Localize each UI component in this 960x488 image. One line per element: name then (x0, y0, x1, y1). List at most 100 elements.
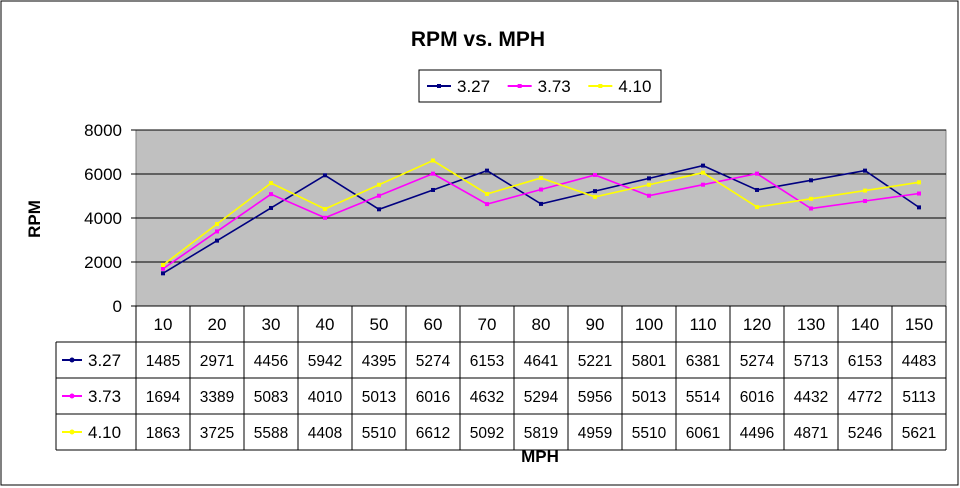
data-point (809, 178, 813, 183)
y-axis-title: RPM (25, 200, 44, 238)
gridlines (136, 129, 946, 263)
y-tick-label: 6000 (84, 165, 122, 184)
data-point (809, 206, 813, 211)
data-point (647, 182, 651, 187)
x-category-label: 150 (905, 315, 933, 334)
data-point (215, 229, 219, 234)
chart-title: RPM vs. MPH (411, 28, 545, 51)
x-category-label: 110 (689, 315, 716, 334)
table-cell-value: 4641 (524, 353, 558, 370)
table-cell-value: 1485 (146, 353, 180, 370)
data-point (755, 205, 759, 210)
table-cell-value: 6381 (686, 353, 720, 370)
table-cell-value: 6061 (686, 425, 720, 442)
table-cell-value: 5942 (308, 353, 342, 370)
table-cell-value: 5801 (632, 353, 666, 370)
table-cell-value: 5713 (794, 353, 828, 370)
table-cell-value: 6153 (848, 353, 882, 370)
table-cell-value: 4408 (308, 425, 342, 442)
data-point (755, 171, 759, 176)
table-cell-value: 4010 (308, 389, 343, 406)
x-category-label: 10 (154, 315, 173, 334)
legend-marker (598, 84, 603, 88)
data-point (215, 222, 219, 227)
x-category-label: 70 (478, 315, 497, 334)
data-point (701, 170, 705, 175)
data-table: 10 20 30 40 50 60 70 80 90 100 110 120 130 140 150 3.27… (55, 305, 947, 451)
table-cell-value: 5013 (362, 389, 396, 406)
legend: 3.27 3.73 4.10 (418, 69, 662, 103)
legend-marker (517, 84, 522, 88)
series-lines (161, 158, 921, 276)
table-cell-value: 4395 (362, 353, 396, 370)
data-point (917, 205, 921, 210)
table-cell-value: 4496 (740, 425, 774, 442)
table-cell-value: 5246 (848, 425, 882, 442)
data-point (323, 207, 327, 212)
data-point (647, 176, 651, 181)
data-point (485, 168, 489, 173)
y-tick-label: 2000 (84, 253, 122, 272)
data-point (593, 194, 597, 199)
table-cell-value: 4456 (254, 353, 288, 370)
x-category-label: 50 (370, 315, 389, 334)
x-category-label: 120 (743, 315, 771, 334)
table-legend-marker (69, 357, 75, 363)
table-series-label: 4.10 (88, 423, 121, 442)
data-point (917, 180, 921, 185)
data-point (485, 202, 489, 207)
x-category-label: 100 (635, 315, 663, 334)
table-cell-value: 5083 (254, 389, 288, 406)
legend-label: 4.10 (618, 77, 651, 96)
table-cell-value: 1694 (146, 389, 181, 406)
data-point (593, 172, 597, 177)
data-point (539, 175, 543, 180)
table-cell-value: 5819 (524, 425, 558, 442)
data-point (539, 187, 543, 192)
y-tick-label: 0 (113, 297, 122, 316)
table-cell-value: 5113 (902, 389, 935, 406)
table-cell-value: 4772 (848, 389, 882, 406)
data-point (431, 158, 435, 163)
data-point (161, 266, 165, 271)
data-point (863, 188, 867, 193)
table-legend-marker (69, 429, 75, 435)
table-cell-value: 2971 (200, 353, 234, 370)
data-point (809, 196, 813, 201)
data-point (215, 238, 219, 243)
data-point (323, 173, 327, 178)
data-point (485, 191, 489, 196)
table-cell-value: 5510 (632, 425, 667, 442)
table-cell-value: 4432 (794, 389, 828, 406)
data-point (323, 215, 327, 220)
table-cell-value: 5956 (578, 389, 612, 406)
legend-label: 3.73 (538, 77, 571, 96)
data-point (377, 193, 381, 198)
table-legend-marker (69, 393, 75, 399)
table-cell-value: 5294 (524, 389, 559, 406)
data-point (431, 171, 435, 176)
table-series-label: 3.73 (88, 387, 121, 406)
table-cell-value: 6016 (416, 389, 450, 406)
data-point (863, 168, 867, 173)
table-cell-value: 5588 (254, 425, 288, 442)
x-category-label: 20 (208, 315, 227, 334)
table-cell-value: 5514 (686, 389, 721, 406)
table-series-label: 3.27 (88, 351, 121, 370)
data-point (269, 192, 273, 197)
legend-marker (437, 84, 441, 88)
data-point (539, 201, 543, 206)
data-point (161, 271, 165, 276)
data-point (269, 205, 273, 210)
x-axis-title: MPH (521, 447, 559, 466)
data-point (269, 181, 273, 186)
data-point (701, 163, 705, 168)
table-cell-value: 5621 (902, 425, 936, 442)
table-cell-value: 4871 (794, 425, 828, 442)
data-point (593, 189, 597, 194)
x-category-label: 140 (851, 315, 879, 334)
table-cell-value: 3725 (200, 425, 234, 442)
x-category-label: 80 (532, 315, 551, 334)
data-point (917, 191, 921, 196)
table-cell-value: 1863 (146, 425, 180, 442)
